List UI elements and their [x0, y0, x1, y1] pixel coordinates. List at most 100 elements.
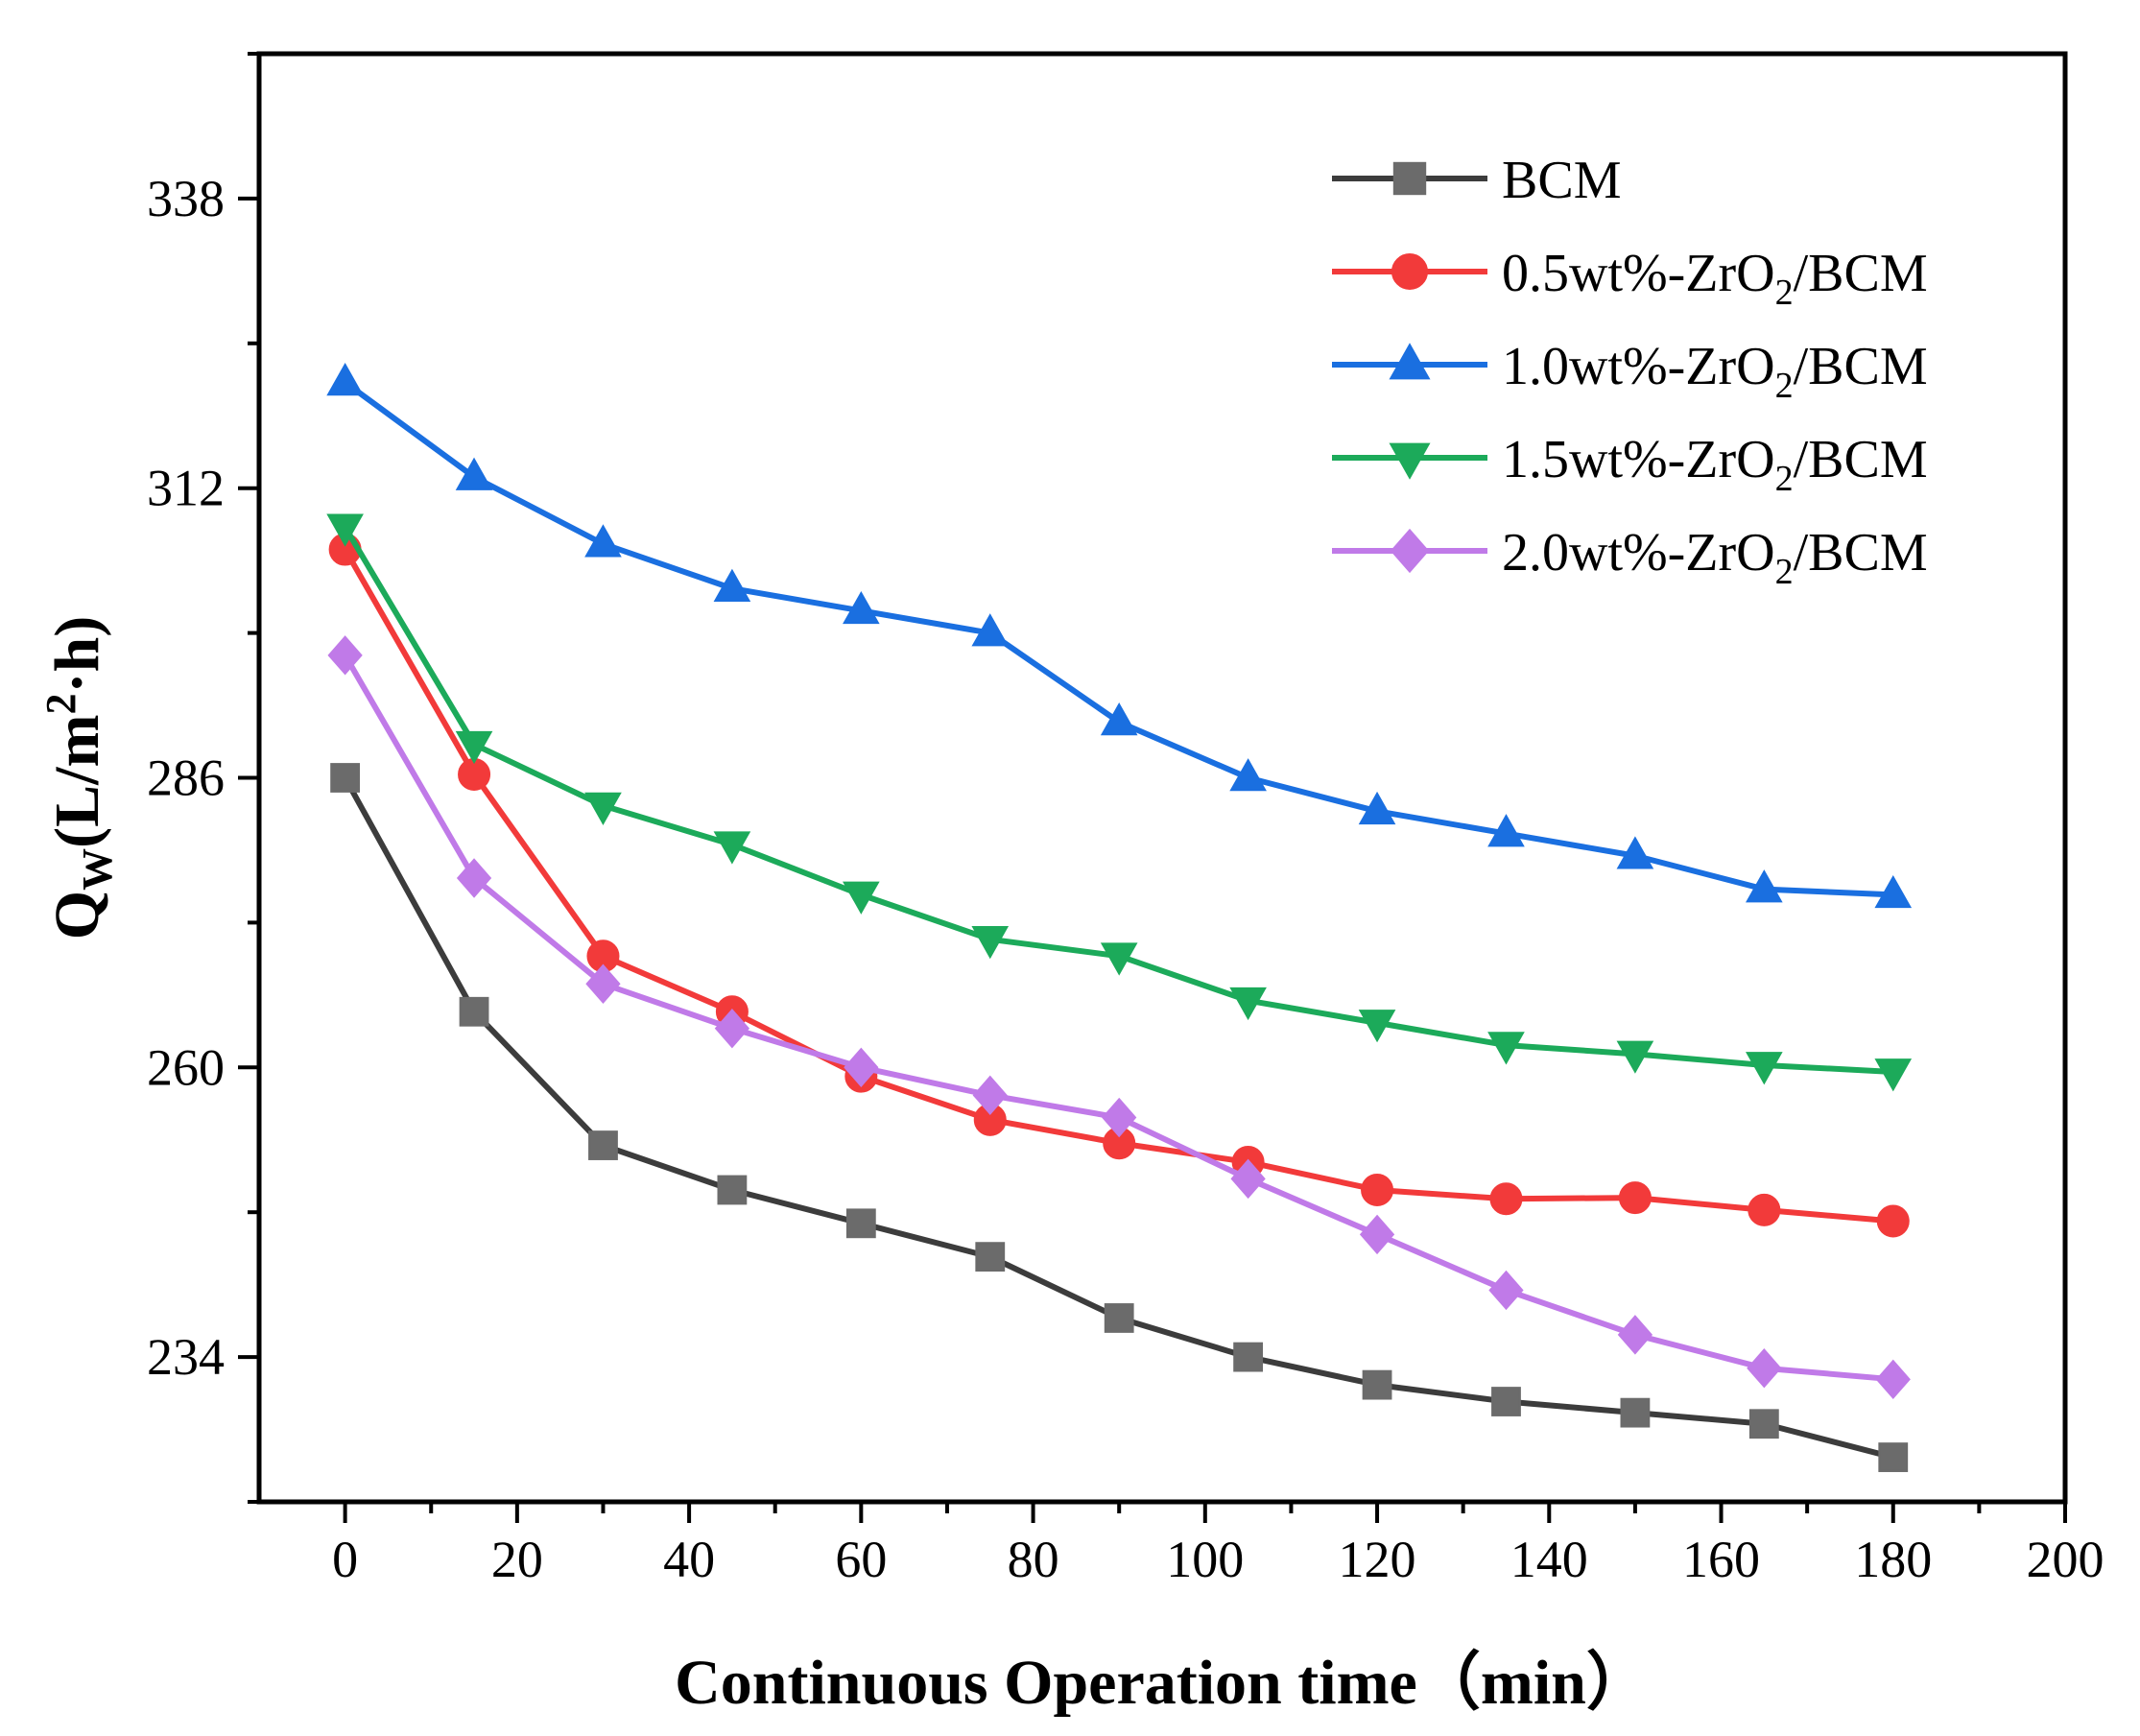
data-point: [1620, 1397, 1651, 1428]
axes: 0 20 40 60 80 100 120 140 160 180 200 234 260 286 312 3…: [37, 51, 2104, 1718]
data-point: [843, 590, 880, 625]
data-point: [1229, 758, 1267, 792]
data-point: [455, 730, 493, 765]
y-tick-label: 312: [147, 460, 225, 517]
data-point: [1874, 874, 1913, 909]
x-tick-label: 180: [1854, 1531, 1932, 1588]
legend: BCM 0.5wt%-ZrO2/BCM 1.0wt%-ZrO2/BCM 1.5wt%-…: [1332, 151, 1928, 592]
x-tick-label: 100: [1166, 1531, 1244, 1588]
plot-area: [326, 362, 1913, 1472]
data-point: [1878, 1442, 1909, 1472]
data-point: [326, 513, 364, 547]
data-point: [1746, 869, 1783, 903]
legend-item: 1.5wt%-ZrO2/BCM: [1332, 430, 1928, 499]
data-point: [1618, 1181, 1652, 1215]
data-point: [327, 635, 363, 676]
x-tick-label: 60: [835, 1531, 887, 1588]
data-point: [1491, 1387, 1521, 1416]
series-line: [343, 525, 1893, 1075]
data-point: [1361, 1173, 1394, 1206]
data-point: [1488, 1270, 1524, 1311]
legend-item: 1.0wt%-ZrO2/BCM: [1332, 337, 1928, 406]
data-point: [1229, 987, 1267, 1021]
legend-label: BCM: [1502, 151, 1622, 210]
data-point: [975, 1242, 1006, 1272]
data-point: [588, 1130, 618, 1160]
data-point: [1358, 791, 1396, 825]
legend-label: 1.0wt%-ZrO2/BCM: [1502, 337, 1928, 406]
data-point: [1487, 1032, 1525, 1065]
data-point: [1100, 942, 1138, 976]
data-point: [717, 1175, 748, 1205]
data-point: [330, 763, 361, 793]
data-point: [1748, 1409, 1779, 1439]
data-point: [1747, 1347, 1782, 1389]
data-point: [971, 613, 1010, 647]
data-point: [713, 568, 751, 602]
y-tick-label: 260: [147, 1038, 225, 1096]
data-point: [1746, 1052, 1783, 1085]
data-point: [1874, 1058, 1913, 1092]
x-tick-label: 200: [2027, 1531, 2104, 1588]
x-tick-label: 20: [491, 1531, 543, 1588]
data-point: [1230, 1158, 1266, 1200]
series-4: [327, 635, 1911, 1400]
data-point: [1616, 1040, 1654, 1074]
data-point: [585, 963, 621, 1004]
data-point: [1616, 836, 1654, 869]
data-point: [1362, 1369, 1392, 1400]
data-point: [843, 881, 880, 915]
series-0: [330, 763, 1909, 1472]
x-axis: 0 20 40 60 80 100 120 140 160 180 200: [332, 1502, 2104, 1588]
y-axis: 234 260 286 312 338: [147, 52, 259, 1504]
data-point: [459, 996, 489, 1027]
series-3: [326, 513, 1913, 1092]
y-tick-label: 338: [147, 170, 225, 227]
data-point: [1359, 1214, 1395, 1255]
y-tick-label: 234: [147, 1328, 225, 1386]
series-line: [343, 654, 1894, 1383]
data-point: [1875, 1359, 1911, 1400]
x-tick-label: 0: [332, 1531, 358, 1588]
legend-item: BCM: [1332, 151, 1622, 210]
legend-item: 0.5wt%-ZrO2/BCM: [1332, 244, 1928, 313]
data-point: [584, 524, 622, 558]
x-tick-label: 140: [1510, 1531, 1588, 1588]
data-point: [713, 831, 751, 865]
y-axis-title: QW(L/m2·h): [37, 616, 121, 939]
data-point: [1748, 1193, 1781, 1226]
x-tick-label: 160: [1682, 1531, 1760, 1588]
data-point: [1233, 1342, 1264, 1372]
data-point: [1104, 1303, 1134, 1333]
data-point: [845, 1208, 876, 1239]
data-point: [971, 926, 1010, 960]
y-tick-label: 286: [147, 749, 225, 807]
data-point: [844, 1047, 879, 1088]
data-point: [1102, 1097, 1137, 1138]
data-point: [1487, 814, 1525, 847]
data-point: [972, 1075, 1008, 1116]
legend-item: 2.0wt%-ZrO2/BCM: [1332, 523, 1928, 592]
legend-marker: [1390, 528, 1430, 574]
legend-marker: [1391, 253, 1428, 290]
x-tick-label: 80: [1008, 1531, 1059, 1588]
series-1: [328, 533, 1910, 1238]
x-tick-label: 120: [1339, 1531, 1416, 1588]
data-point: [456, 858, 492, 898]
data-point: [1489, 1182, 1523, 1216]
x-axis-title: Continuous Operation time（min）: [675, 1647, 1650, 1718]
data-point: [584, 792, 622, 825]
data-point: [326, 362, 364, 396]
data-point: [1358, 1010, 1396, 1043]
data-point: [714, 1008, 750, 1049]
data-point: [455, 457, 493, 490]
data-point: [1100, 702, 1138, 736]
legend-label: 0.5wt%-ZrO2/BCM: [1502, 244, 1928, 313]
data-point: [1617, 1315, 1653, 1355]
x-tick-label: 40: [663, 1531, 715, 1588]
data-point: [1876, 1204, 1910, 1238]
legend-label: 1.5wt%-ZrO2/BCM: [1502, 430, 1928, 499]
legend-marker: [1392, 161, 1427, 196]
legend-label: 2.0wt%-ZrO2/BCM: [1502, 523, 1928, 592]
